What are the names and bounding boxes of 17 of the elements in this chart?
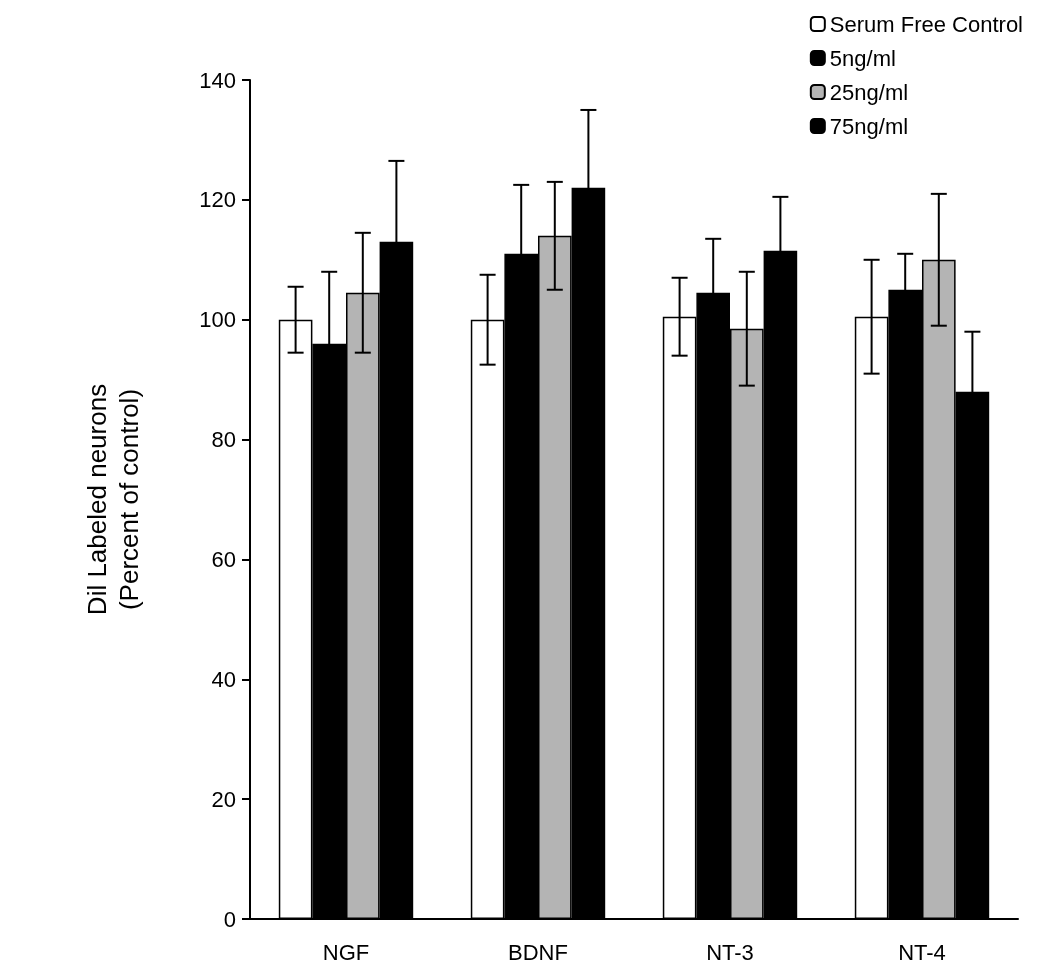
y-tick-label: 60 xyxy=(211,546,236,572)
y-tick-label: 0 xyxy=(223,906,236,932)
y-tick-label: 100 xyxy=(199,307,236,333)
y-tick-label: 80 xyxy=(211,427,236,453)
y-tick-label: 120 xyxy=(199,187,236,213)
legend-label: 5ng/ml xyxy=(829,45,896,71)
y-axis-title: Dil Labeled neurons (Percent of control) xyxy=(82,383,144,616)
y-tick-label: 20 xyxy=(211,786,236,812)
y-tick-label: 140 xyxy=(199,67,236,93)
x-tick-label: BDNF xyxy=(508,939,568,965)
x-tick-label: NT-3 xyxy=(706,939,754,965)
y-tick-label: 40 xyxy=(211,666,236,692)
x-tick-label: NGF xyxy=(322,939,370,965)
legend-label: Serum Free Control xyxy=(829,11,1024,37)
x-tick-label: NT-4 xyxy=(898,939,946,965)
legend-label: 25ng/ml xyxy=(829,79,909,105)
legend-label: 75ng/ml xyxy=(829,113,909,139)
